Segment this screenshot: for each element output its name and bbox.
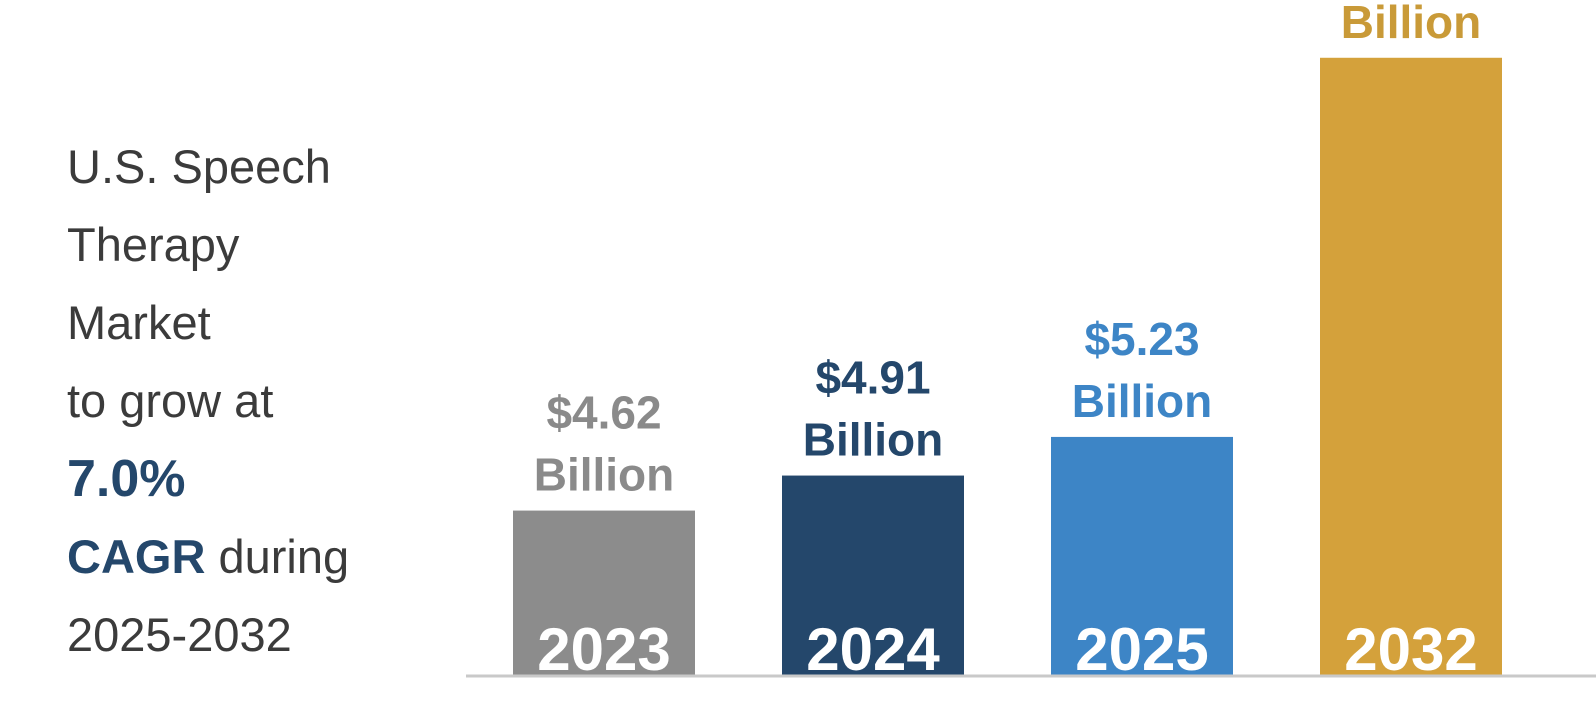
- value-label-2025: $5.23: [1084, 313, 1199, 365]
- unit-label-2032: Billion: [1341, 0, 1482, 48]
- bar-2032: [1320, 57, 1502, 676]
- year-label-2032: 2032: [1344, 616, 1477, 683]
- headline-line-cagr: CAGR during: [67, 518, 447, 596]
- unit-label-2024: Billion: [803, 414, 944, 466]
- cagr-rate: 7.0%: [67, 450, 186, 508]
- cagr-period: 2025-2032: [67, 608, 292, 661]
- cagr-label: CAGR: [67, 530, 206, 583]
- bar-2023: [513, 510, 695, 676]
- bar-2024: [782, 475, 964, 676]
- year-label-2024: 2024: [806, 616, 940, 683]
- unit-label-2023: Billion: [534, 449, 675, 501]
- bar-2025: [1051, 436, 1233, 676]
- headline-line-2: Therapy: [67, 218, 240, 271]
- market-headline: U.S. Speech Therapy Market to grow at 7.…: [67, 128, 447, 674]
- year-label-2025: 2025: [1075, 616, 1208, 683]
- during-text: during: [205, 530, 350, 583]
- unit-label-2025: Billion: [1072, 375, 1213, 427]
- value-label-2023: $4.62: [546, 387, 661, 439]
- headline-line-4: to grow at: [67, 374, 274, 427]
- headline-line-1: U.S. Speech: [67, 140, 331, 193]
- value-label-2024: $4.91: [815, 352, 930, 404]
- bars-group: 2023 2024 2025 2032: [513, 57, 1502, 683]
- headline-line-3: Market: [67, 296, 211, 349]
- year-label-2023: 2023: [537, 616, 670, 683]
- value-labels-group: $4.62Billion$4.91Billion$5.23Billion$8.3…: [534, 0, 1482, 501]
